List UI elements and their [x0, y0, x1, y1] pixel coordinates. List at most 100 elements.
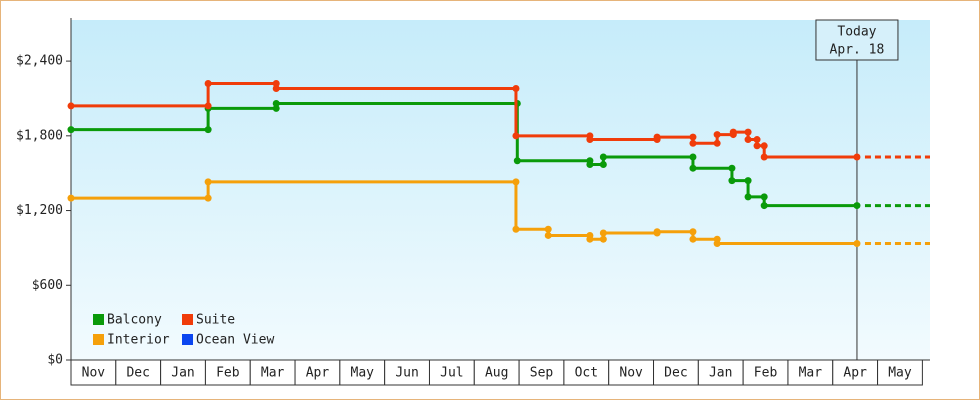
today-label: Apr. 18 — [830, 43, 885, 58]
data-point — [204, 194, 212, 202]
legend-swatch — [182, 314, 193, 325]
x-tick-label: Apr — [306, 366, 330, 381]
data-point — [272, 99, 280, 107]
x-tick-label: Dec — [664, 366, 687, 381]
data-point — [512, 178, 520, 186]
y-tick-label: $2,400 — [16, 54, 63, 69]
month-box — [877, 359, 923, 386]
x-tick-label: Feb — [216, 366, 240, 381]
y-tick-label: $1,200 — [16, 203, 63, 218]
data-point — [713, 131, 721, 139]
data-point — [586, 235, 594, 243]
data-point — [689, 133, 697, 141]
legend-label: Ocean View — [196, 333, 274, 348]
month-box — [115, 359, 162, 386]
data-point — [204, 178, 212, 186]
x-tick-label: Jan — [171, 366, 194, 381]
data-point — [512, 132, 520, 140]
month-box — [608, 359, 655, 386]
series-line — [71, 180, 857, 246]
month-box — [832, 359, 879, 386]
data-point — [760, 193, 768, 201]
data-point — [67, 194, 75, 202]
data-point — [67, 102, 75, 110]
data-point — [544, 231, 552, 239]
data-point — [689, 228, 697, 236]
x-tick-label: May — [351, 366, 375, 381]
data-point — [544, 225, 552, 233]
data-point — [744, 128, 752, 136]
data-point — [713, 139, 721, 147]
month-box — [742, 359, 789, 386]
data-point — [599, 235, 607, 243]
month-box — [160, 359, 206, 386]
data-point — [760, 202, 768, 210]
today-label: Today — [837, 25, 876, 40]
data-point — [272, 104, 280, 112]
x-tick-label: Jan — [709, 366, 732, 381]
data-point — [512, 84, 520, 92]
data-point — [586, 160, 594, 168]
data-point — [67, 126, 75, 134]
month-box — [384, 359, 430, 386]
legend-label: Balcony — [107, 313, 162, 328]
data-point — [204, 126, 212, 134]
data-point — [753, 142, 761, 150]
y-tick-label: $0 — [47, 353, 63, 368]
x-tick-label: Aug — [485, 366, 508, 381]
data-point — [512, 225, 520, 233]
data-point — [653, 133, 661, 141]
data-point — [744, 193, 752, 201]
legend-label: Interior — [107, 333, 170, 348]
data-point — [689, 153, 697, 161]
x-tick-label: Nov — [619, 366, 643, 381]
data-point — [272, 80, 280, 88]
data-point — [599, 160, 607, 168]
data-point — [853, 202, 861, 210]
x-tick-label: Feb — [754, 366, 778, 381]
data-point — [729, 128, 737, 136]
data-point — [689, 235, 697, 243]
data-point — [513, 157, 521, 165]
data-point — [753, 136, 761, 144]
legend-label: Suite — [196, 313, 235, 328]
month-box — [204, 359, 251, 386]
plot-area — [71, 20, 930, 360]
month-box — [697, 359, 744, 386]
data-point — [653, 228, 661, 236]
x-tick-label: Nov — [82, 366, 106, 381]
y-tick-label: $1,800 — [16, 128, 63, 143]
x-tick-label: Dec — [126, 366, 149, 381]
data-point — [204, 80, 212, 88]
legend-swatch — [93, 334, 104, 345]
data-point — [760, 142, 768, 150]
x-tick-label: Sep — [530, 366, 554, 381]
data-point — [586, 136, 594, 144]
data-point — [744, 177, 752, 185]
x-tick-label: Oct — [575, 366, 598, 381]
data-point — [689, 139, 697, 147]
data-point — [744, 136, 752, 144]
x-tick-label: Jul — [440, 366, 463, 381]
data-point — [599, 229, 607, 237]
data-point — [760, 153, 768, 161]
legend-swatch — [182, 334, 193, 345]
data-point — [713, 240, 721, 248]
x-tick-label: Mar — [799, 366, 823, 381]
y-tick-label: $600 — [32, 278, 63, 293]
data-point — [728, 164, 736, 172]
data-point — [853, 240, 861, 248]
legend-swatch — [93, 314, 104, 325]
data-point — [204, 102, 212, 110]
x-tick-label: Apr — [843, 366, 867, 381]
month-box — [563, 359, 610, 386]
x-tick-label: May — [888, 366, 912, 381]
month-box — [249, 359, 296, 386]
data-point — [728, 177, 736, 185]
x-tick-label: Mar — [261, 366, 285, 381]
data-point — [853, 153, 861, 161]
month-box — [70, 359, 117, 386]
data-point — [689, 164, 697, 172]
